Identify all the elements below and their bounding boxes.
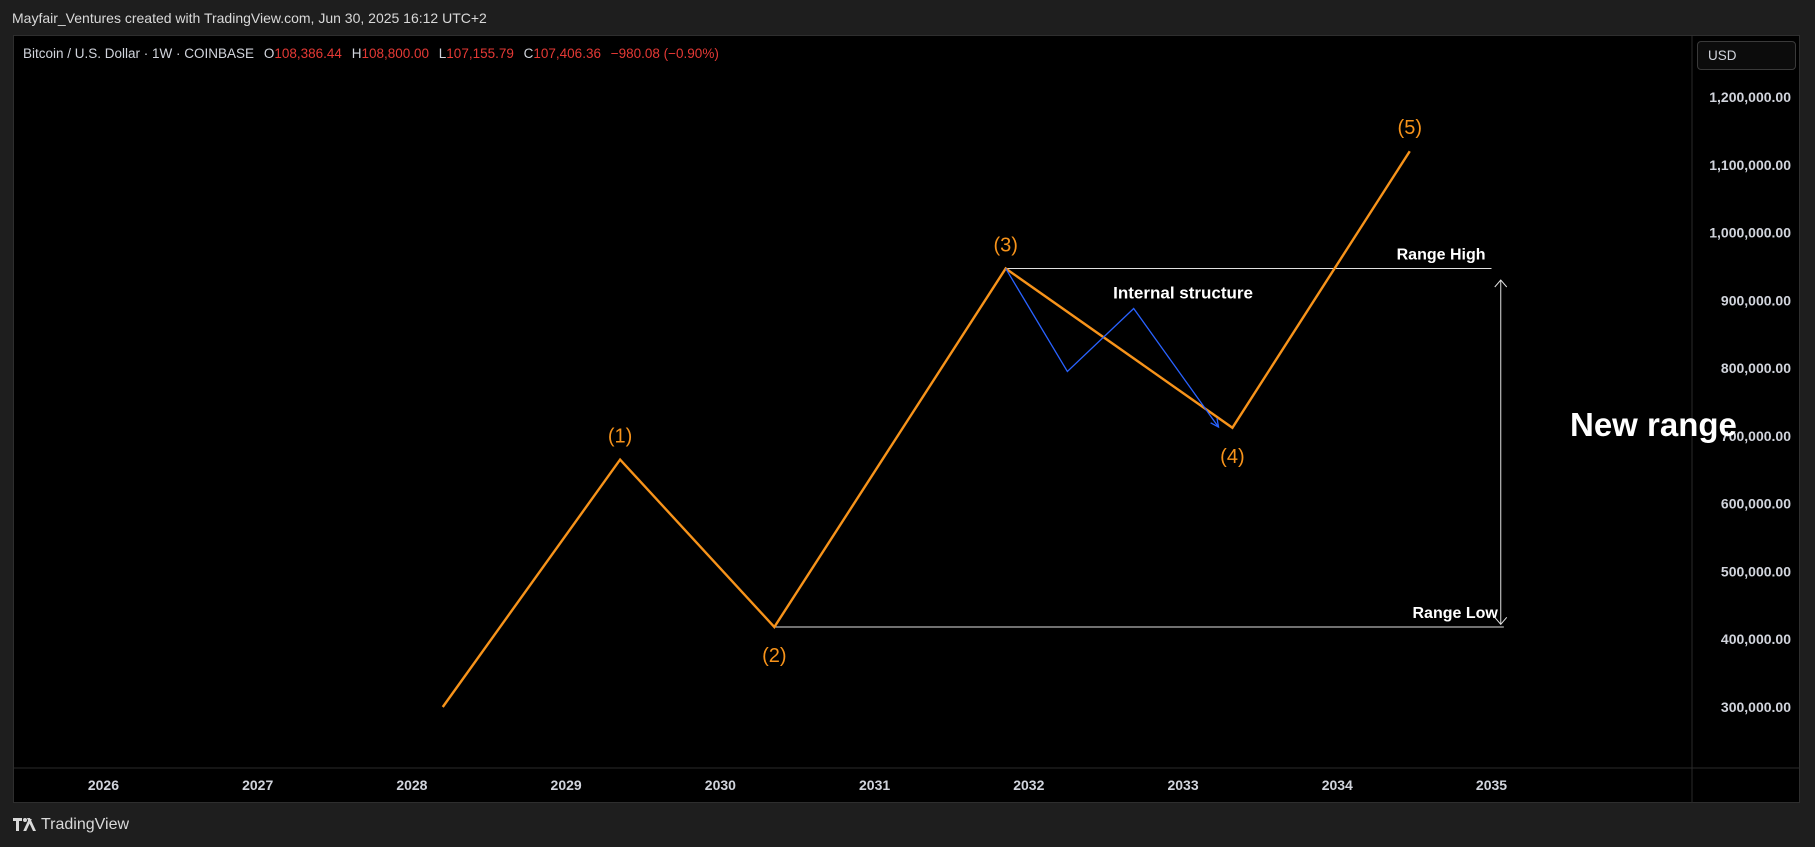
x-tick-label: 2031 xyxy=(859,777,890,793)
x-tick-label: 2028 xyxy=(396,777,427,793)
high-label: H xyxy=(351,46,362,61)
chart-caption: Mayfair_Ventures created with TradingVie… xyxy=(12,10,487,26)
change-value: −980.08 (−0.90%) xyxy=(610,46,719,61)
brand-name: TradingView xyxy=(41,816,130,833)
new-range-annotation: New range xyxy=(1570,406,1737,443)
open-value: 108,386.44 xyxy=(274,46,342,61)
y-tick-label: 300,000.00 xyxy=(1721,699,1791,715)
close-value: 107,406.36 xyxy=(533,46,601,61)
axis-separators xyxy=(14,36,1800,803)
y-tick-label: 1,100,000.00 xyxy=(1709,157,1791,173)
y-tick-label: 800,000.00 xyxy=(1721,360,1791,376)
y-tick-label: 400,000.00 xyxy=(1721,631,1791,647)
x-tick-label: 2035 xyxy=(1476,777,1507,793)
x-axis: 2026 2027 2028 2029 2030 2031 2032 2033 2034 2035 xyxy=(88,777,1507,793)
y-tick-label: 900,000.00 xyxy=(1721,292,1791,308)
internal-structure-line xyxy=(1005,268,1220,428)
x-tick-label: 2027 xyxy=(242,777,273,793)
y-tick-label: 1,000,000.00 xyxy=(1709,225,1791,241)
x-tick-label: 2030 xyxy=(705,777,736,793)
range-arrow-head-top xyxy=(1494,279,1508,288)
range-arrow-head-bottom xyxy=(1494,616,1508,626)
y-tick-label: 700,000.00 xyxy=(1721,428,1791,444)
high-value: 108,800.00 xyxy=(361,46,430,61)
wave-label: (4) xyxy=(1220,446,1244,468)
range-level-label: Range Low xyxy=(1412,605,1498,622)
wave-label: (5) xyxy=(1398,117,1422,139)
y-tick-label: 600,000.00 xyxy=(1721,496,1791,512)
y-tick-label: 500,000.00 xyxy=(1721,563,1791,579)
symbol-legend[interactable]: Bitcoin / U.S. Dollar · 1W · COINBASE O1… xyxy=(23,46,719,61)
wave-labels: (1) (2) (3) (4) (5) xyxy=(608,117,1422,667)
low-value: 107,155.79 xyxy=(446,46,514,61)
y-axis: 300,000.00 400,000.00 500,000.00 600,000.00… xyxy=(1709,89,1791,715)
annotations: Internal structure New range xyxy=(1113,283,1737,443)
close-label: C xyxy=(523,46,534,61)
series-lines xyxy=(441,150,1411,708)
low-label: L xyxy=(438,46,447,61)
tradingview-logo-icon xyxy=(13,818,37,832)
tradingview-logo[interactable]: TradingView xyxy=(13,816,129,834)
elliott-wave-line xyxy=(441,150,1411,708)
x-tick-label: 2026 xyxy=(88,777,119,793)
internal-structure-annotation: Internal structure xyxy=(1113,283,1253,302)
x-tick-label: 2033 xyxy=(1167,777,1198,793)
wave-label: (1) xyxy=(608,426,632,448)
y-tick-label: 1,200,000.00 xyxy=(1709,89,1791,105)
internal-structure-arrow-head xyxy=(1210,418,1220,429)
wave-label: (2) xyxy=(762,645,786,667)
currency-button[interactable]: USD xyxy=(1697,41,1796,70)
range-levels: Range High Range Low xyxy=(774,246,1508,628)
range-level-label: Range High xyxy=(1397,246,1486,263)
symbol-name: Bitcoin / U.S. Dollar · 1W · COINBASE xyxy=(23,46,255,61)
x-tick-label: 2032 xyxy=(1013,777,1044,793)
chart-frame[interactable] xyxy=(13,35,1800,803)
x-tick-label: 2029 xyxy=(551,777,582,793)
wave-label: (3) xyxy=(993,234,1017,256)
x-tick-label: 2034 xyxy=(1322,777,1353,793)
open-label: O xyxy=(263,46,275,61)
